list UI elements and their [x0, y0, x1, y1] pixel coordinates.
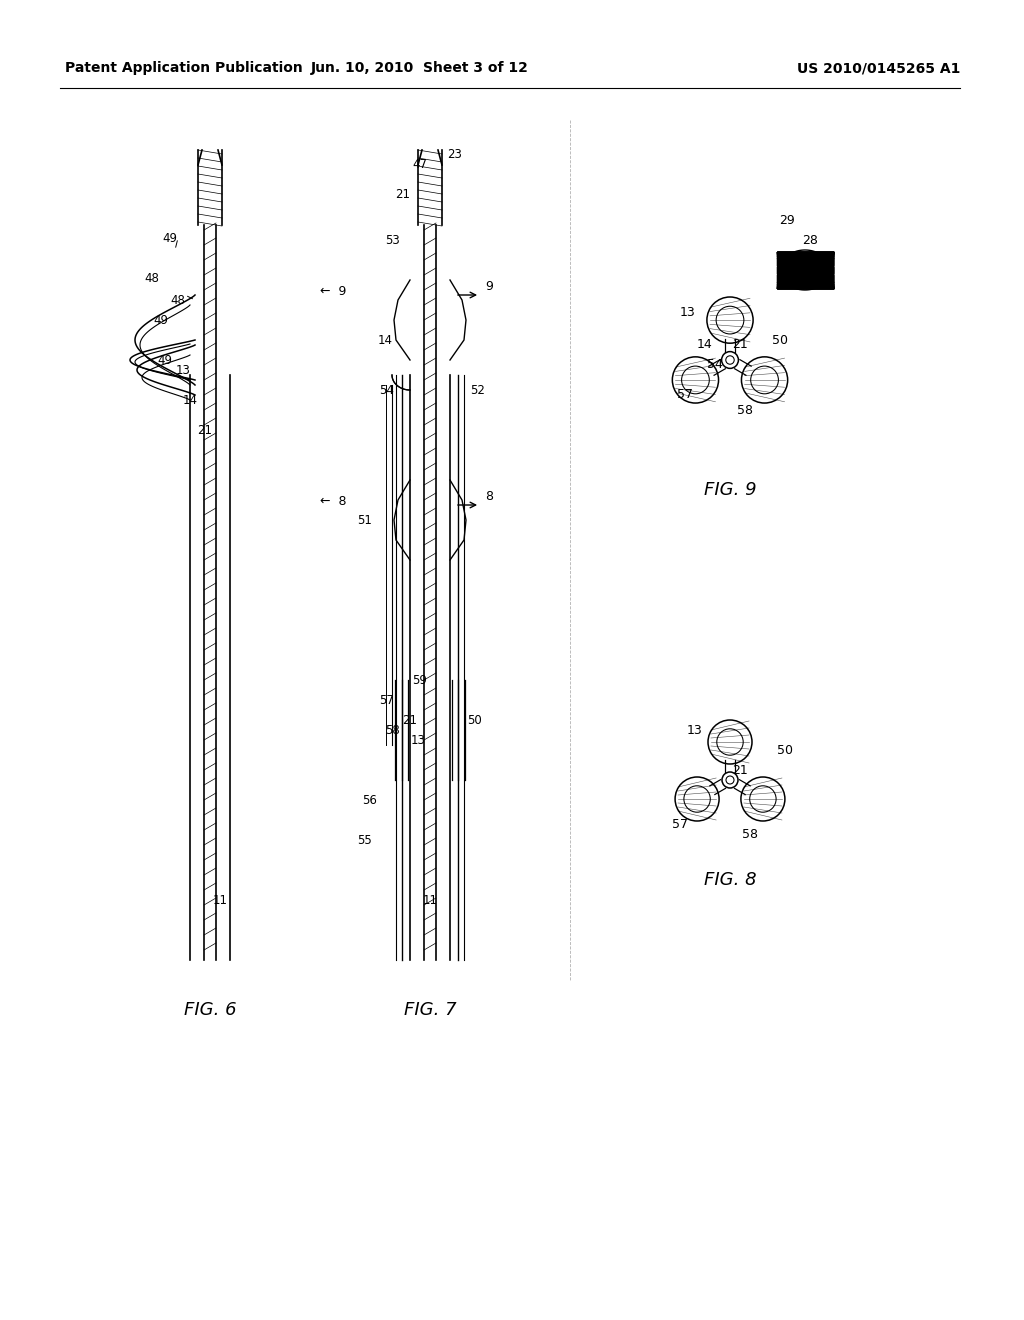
Text: 54: 54: [380, 384, 394, 396]
Text: ←  9: ← 9: [319, 285, 346, 298]
Text: 59: 59: [413, 673, 427, 686]
Text: 52: 52: [471, 384, 485, 396]
Text: 50: 50: [468, 714, 482, 726]
Text: 57: 57: [672, 818, 688, 832]
Text: 21: 21: [732, 338, 748, 351]
Text: 21: 21: [732, 763, 748, 776]
Text: 53: 53: [386, 234, 400, 247]
Text: 9: 9: [485, 280, 493, 293]
Text: US 2010/0145265 A1: US 2010/0145265 A1: [797, 61, 961, 75]
Text: 8: 8: [485, 490, 493, 503]
Text: 54: 54: [707, 359, 723, 371]
Text: 13: 13: [680, 305, 696, 318]
Text: 14: 14: [182, 393, 198, 407]
Text: 49: 49: [158, 354, 172, 367]
Text: 48: 48: [144, 272, 160, 285]
Text: 21: 21: [198, 424, 213, 437]
Text: 55: 55: [357, 833, 373, 846]
Text: 57: 57: [380, 693, 394, 706]
Text: Patent Application Publication: Patent Application Publication: [65, 61, 303, 75]
Text: 58: 58: [737, 404, 753, 417]
Text: 51: 51: [357, 513, 373, 527]
Text: 23: 23: [447, 149, 463, 161]
Text: Jun. 10, 2010  Sheet 3 of 12: Jun. 10, 2010 Sheet 3 of 12: [311, 61, 529, 75]
Text: 13: 13: [411, 734, 425, 747]
Text: 14: 14: [378, 334, 392, 346]
Text: 50: 50: [772, 334, 788, 346]
Text: 57: 57: [677, 388, 693, 401]
Text: 58: 58: [742, 829, 758, 842]
Text: FIG. 9: FIG. 9: [703, 480, 757, 499]
Text: 58: 58: [386, 723, 400, 737]
Text: FIG. 8: FIG. 8: [703, 871, 757, 888]
Text: 50: 50: [777, 743, 793, 756]
Text: 11: 11: [213, 894, 227, 907]
Text: 47: 47: [413, 158, 427, 172]
Text: 21: 21: [395, 189, 411, 202]
Text: 49: 49: [163, 231, 177, 244]
Text: 13: 13: [687, 723, 702, 737]
Text: 48: 48: [171, 293, 185, 306]
Text: 29: 29: [779, 214, 795, 227]
Text: FIG. 6: FIG. 6: [183, 1001, 237, 1019]
Text: FIG. 7: FIG. 7: [403, 1001, 457, 1019]
Text: 28: 28: [802, 234, 818, 247]
Text: 14: 14: [697, 338, 713, 351]
Text: 13: 13: [175, 363, 190, 376]
Text: ←  8: ← 8: [319, 495, 346, 508]
Text: 11: 11: [423, 894, 437, 907]
Text: 56: 56: [362, 793, 378, 807]
Text: 49: 49: [154, 314, 169, 326]
Text: 21: 21: [402, 714, 418, 726]
